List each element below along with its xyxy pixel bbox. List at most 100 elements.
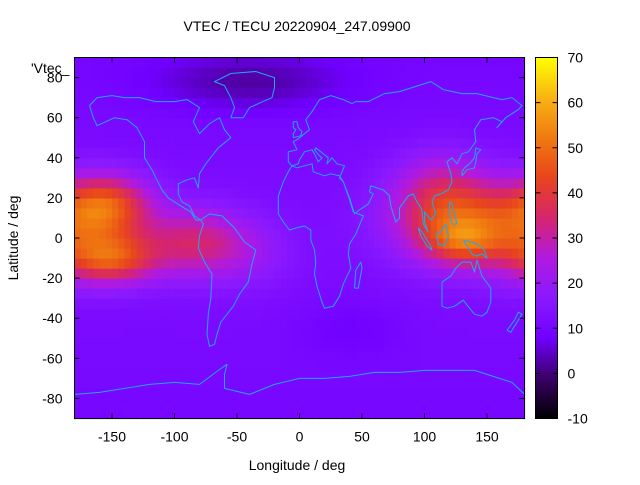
y-tick-label: -20 — [42, 270, 62, 286]
heatmap-cell — [318, 338, 326, 349]
heatmap-cell — [480, 378, 488, 390]
heatmap-cell — [255, 177, 263, 189]
heatmap-cell — [349, 207, 357, 219]
heatmap-cell — [174, 318, 182, 329]
heatmap-cell — [93, 338, 101, 349]
heatmap-cell — [243, 127, 251, 139]
heatmap-cell — [205, 288, 213, 299]
heatmap-cell — [168, 227, 176, 239]
heatmap-cell — [99, 378, 107, 390]
heatmap-cell — [405, 207, 413, 219]
heatmap-cell — [193, 408, 201, 420]
heatmap-cell — [137, 368, 144, 379]
heatmap-cell — [293, 67, 301, 79]
heatmap-cell — [430, 117, 438, 129]
heatmap-cell — [430, 348, 438, 359]
heatmap-cell — [105, 408, 113, 420]
heatmap-cell — [80, 398, 88, 410]
y-tick-label: 20 — [47, 190, 63, 206]
heatmap-cell — [243, 258, 251, 269]
heatmap-cell — [162, 248, 169, 259]
heatmap-cell — [293, 57, 301, 69]
heatmap-cell — [212, 278, 219, 289]
heatmap-cell — [505, 107, 513, 119]
heatmap-cell — [105, 368, 113, 379]
heatmap-cell — [230, 268, 238, 279]
heatmap-cell — [505, 238, 513, 249]
heatmap-cell — [512, 388, 519, 400]
colorbar-tick-label: 40 — [568, 185, 584, 201]
heatmap-cell — [337, 278, 344, 289]
heatmap-cell — [274, 248, 282, 259]
heatmap-cell — [118, 87, 126, 99]
heatmap-cell — [105, 358, 113, 369]
heatmap-cell — [274, 358, 282, 369]
heatmap-cell — [380, 127, 388, 139]
heatmap-cell — [168, 127, 176, 139]
heatmap-cell — [180, 217, 188, 229]
heatmap-cell — [124, 147, 132, 159]
heatmap-cell — [412, 338, 419, 349]
heatmap-cell — [199, 87, 207, 99]
heatmap-cell — [212, 268, 219, 279]
heatmap-cell — [343, 157, 351, 169]
heatmap-cell — [262, 157, 269, 169]
heatmap-cell — [143, 57, 151, 69]
heatmap-cell — [505, 197, 513, 209]
heatmap-cell — [149, 147, 157, 159]
heatmap-cell — [493, 207, 501, 219]
heatmap-cell — [324, 137, 332, 149]
heatmap-cell — [418, 408, 426, 420]
heatmap-cell — [174, 137, 182, 149]
heatmap-cell — [118, 388, 126, 400]
heatmap-cell — [93, 127, 101, 139]
heatmap-cell — [518, 187, 526, 199]
heatmap-cell — [155, 97, 163, 109]
heatmap-cell — [149, 217, 157, 229]
heatmap-cell — [330, 207, 338, 219]
heatmap-cell — [243, 288, 251, 299]
heatmap-cell — [424, 248, 432, 259]
heatmap-cell — [212, 207, 219, 219]
heatmap-cell — [249, 318, 257, 329]
heatmap-cell — [262, 217, 269, 229]
heatmap-cell — [330, 187, 338, 199]
heatmap-cell — [393, 328, 401, 339]
heatmap-cell — [412, 87, 419, 99]
heatmap-cell — [380, 358, 388, 369]
heatmap-cell — [268, 238, 276, 249]
heatmap-cell — [168, 117, 176, 129]
heatmap-cell — [362, 248, 369, 259]
heatmap-cell — [355, 147, 363, 159]
heatmap-cell — [74, 177, 82, 189]
heatmap-cell — [230, 328, 238, 339]
heatmap-cell — [168, 97, 176, 109]
heatmap-cell — [105, 268, 113, 279]
heatmap-cell — [337, 388, 344, 400]
heatmap-cell — [255, 268, 263, 279]
heatmap-cell — [405, 177, 413, 189]
heatmap-cell — [124, 378, 132, 390]
coastline-philippines — [449, 201, 458, 225]
heatmap-cell — [137, 328, 144, 339]
heatmap-cell — [468, 268, 476, 279]
heatmap-cell — [462, 358, 469, 369]
heatmap-cell — [505, 348, 513, 359]
heatmap-cell — [324, 107, 332, 119]
heatmap-cell — [462, 388, 469, 400]
heatmap-cell — [380, 197, 388, 209]
heatmap-cell — [224, 328, 232, 339]
heatmap-cell — [249, 298, 257, 309]
heatmap-cell — [368, 207, 376, 219]
heatmap-cell — [274, 398, 282, 410]
heatmap-cell — [387, 107, 394, 119]
heatmap-cell — [305, 197, 313, 209]
heatmap-cell — [230, 248, 238, 259]
heatmap-cell — [343, 57, 351, 69]
heatmap-cell — [224, 408, 232, 420]
heatmap-cell — [505, 368, 513, 379]
heatmap-cell — [268, 107, 276, 119]
heatmap-cell — [155, 398, 163, 410]
heatmap-cell — [205, 358, 213, 369]
